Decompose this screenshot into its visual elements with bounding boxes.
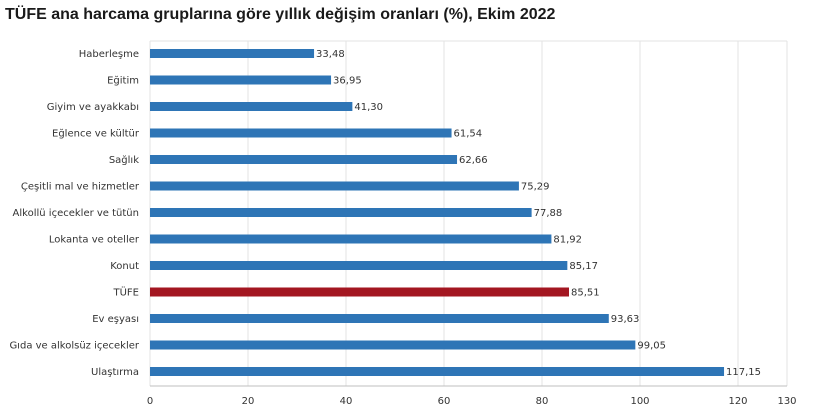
x-tick-label: 100 — [630, 396, 649, 407]
category-label: Gıda ve alkolsüz içecekler — [9, 341, 139, 352]
value-label: 99,05 — [637, 341, 666, 352]
category-label: Ev eşyası — [92, 314, 139, 325]
value-label: 33,48 — [316, 49, 345, 60]
value-label: 36,95 — [333, 76, 362, 87]
category-label: Sağlık — [109, 154, 139, 166]
bar — [150, 261, 568, 270]
bar — [150, 287, 569, 297]
x-tick-label: 130 — [777, 396, 796, 407]
category-label: Çeşitli mal ve hizmetler — [21, 182, 140, 193]
value-label: 93,63 — [611, 314, 640, 325]
value-label: 77,88 — [534, 208, 563, 219]
x-tick-label: 60 — [438, 396, 451, 407]
bar — [150, 102, 353, 111]
category-label: TÜFE — [113, 286, 140, 299]
bar — [150, 49, 315, 58]
value-label: 62,66 — [459, 155, 488, 166]
bar — [150, 340, 636, 350]
category-label: Eğitim — [107, 75, 139, 87]
category-label: Konut — [110, 261, 139, 272]
x-tick-label: 40 — [340, 396, 353, 407]
category-label: Haberleşme — [79, 49, 139, 60]
category-label: Lokanta ve oteller — [49, 235, 140, 246]
value-label: 61,54 — [454, 129, 483, 140]
value-label: 75,29 — [521, 182, 550, 193]
bar — [150, 181, 519, 191]
bar — [150, 314, 609, 323]
category-label: Giyim ve ayakkabı — [47, 102, 139, 113]
bar — [150, 75, 332, 85]
bar — [150, 234, 552, 244]
bar — [150, 367, 725, 376]
bar — [150, 155, 458, 164]
value-label: 117,15 — [726, 367, 761, 378]
category-label: Alkollü içecekler ve tütün — [13, 208, 139, 219]
x-tick-label: 20 — [242, 396, 255, 407]
x-tick-label: 120 — [728, 396, 747, 407]
category-label: Ulaştırma — [91, 367, 139, 378]
bar — [150, 208, 532, 217]
value-label: 85,17 — [569, 261, 598, 272]
x-tick-label: 80 — [536, 396, 549, 407]
value-label: 81,92 — [553, 235, 582, 246]
value-label: 85,51 — [571, 288, 600, 299]
x-tick-label: 0 — [147, 396, 153, 407]
value-label: 41,30 — [354, 102, 383, 113]
category-label: Eğlence ve kültür — [52, 128, 140, 140]
chart-title: TÜFE ana harcama gruplarına göre yıllık … — [5, 6, 556, 23]
bar — [150, 128, 452, 138]
